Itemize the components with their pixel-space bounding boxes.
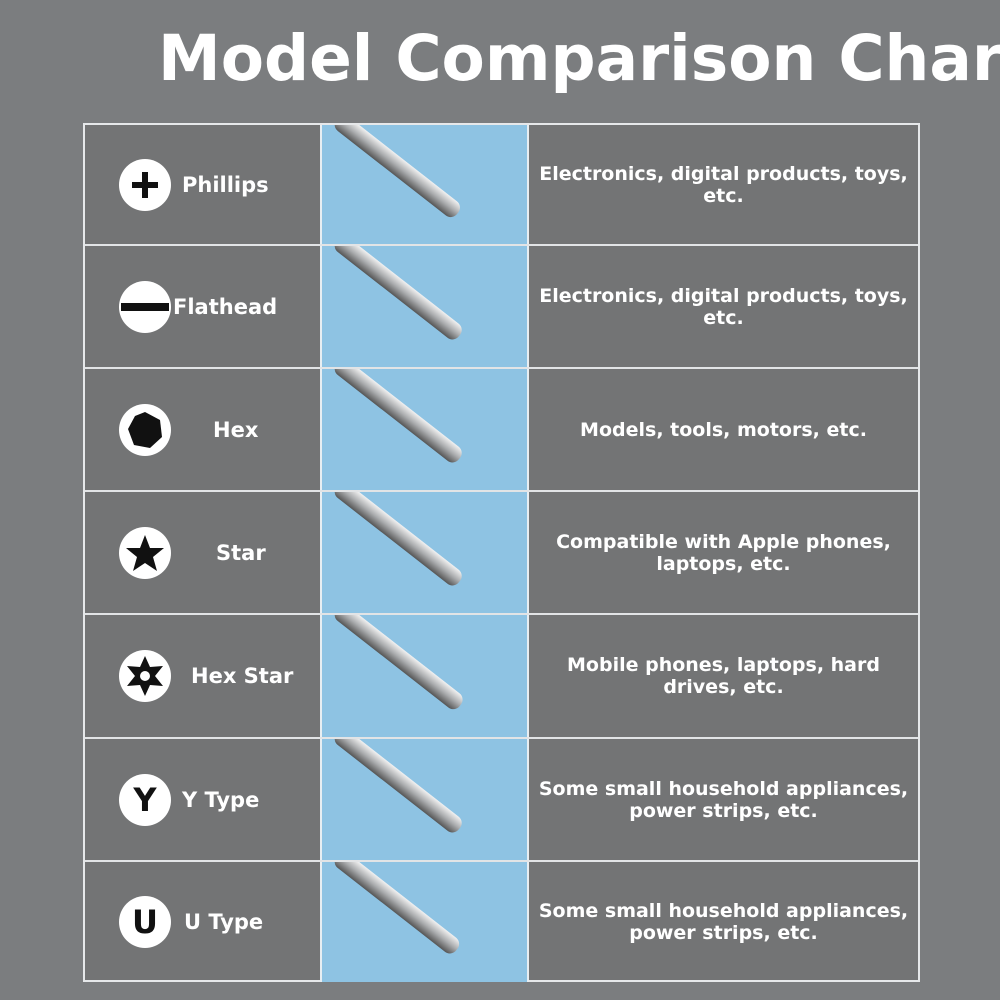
type-name: Flathead bbox=[173, 294, 278, 319]
bit-image bbox=[320, 862, 529, 982]
type-cell: Y Y Type bbox=[85, 739, 320, 860]
type-name: Hex Star bbox=[191, 664, 294, 688]
type-cell: Star bbox=[85, 492, 320, 613]
usage-description: Electronics, digital products, toys, etc… bbox=[539, 162, 908, 207]
type-cell: Flathead bbox=[85, 246, 320, 367]
hex-star-icon bbox=[119, 650, 171, 702]
table-row: Phillips Electronics, digital products, t… bbox=[85, 125, 918, 246]
y-letter-icon: Y bbox=[119, 773, 171, 826]
star-icon bbox=[119, 526, 171, 579]
screwdriver-bit-image bbox=[334, 739, 462, 833]
usage-description: Compatible with Apple phones, laptops, e… bbox=[556, 530, 891, 575]
table-row: U U Type Some small household appliances, … bbox=[85, 862, 918, 982]
table-row: Hex Star Mobile phones, laptops, hard dri… bbox=[85, 615, 918, 739]
bit-image bbox=[320, 125, 529, 244]
u-letter-icon: U bbox=[119, 896, 171, 948]
screwdriver-bit-image bbox=[334, 862, 460, 954]
screwdriver-bit-image bbox=[334, 369, 462, 463]
type-name: U Type bbox=[184, 910, 264, 934]
type-cell: Hex bbox=[85, 369, 320, 490]
type-name: Hex bbox=[213, 417, 259, 442]
screwdriver-bit-image bbox=[334, 492, 462, 586]
usage-description: Models, tools, motors, etc. bbox=[580, 418, 867, 441]
type-name: Y Type bbox=[182, 787, 260, 812]
table-row: Flathead Electronics, digital products, t… bbox=[85, 246, 918, 369]
type-cell: Hex Star bbox=[85, 615, 320, 737]
bit-image bbox=[320, 615, 529, 737]
screwdriver-bit-image bbox=[334, 125, 460, 218]
icon-letter: U bbox=[132, 903, 158, 941]
bit-image bbox=[320, 246, 529, 367]
icon-letter: Y bbox=[133, 780, 157, 819]
type-cell: U U Type bbox=[85, 862, 320, 982]
type-cell: Phillips bbox=[85, 125, 320, 244]
table-row: Y Y Type Some small household appliances, … bbox=[85, 739, 918, 862]
usage-description: Some small household appliances, power s… bbox=[538, 777, 909, 822]
minus-icon bbox=[119, 280, 171, 333]
hexagon-icon bbox=[119, 403, 171, 456]
bit-image bbox=[320, 492, 529, 613]
plus-icon bbox=[119, 158, 171, 211]
usage-description: Some small household appliances, power s… bbox=[538, 900, 909, 944]
usage-description: Electronics, digital products, toys, etc… bbox=[539, 284, 908, 329]
type-name: Phillips bbox=[182, 172, 269, 197]
table-row: Star Compatible with Apple phones, laptop… bbox=[85, 492, 918, 615]
bit-image bbox=[320, 369, 529, 490]
comparison-table: Phillips Electronics, digital products, t… bbox=[83, 123, 920, 982]
screwdriver-bit-image bbox=[334, 246, 462, 340]
page-title: Model Comparison Chart bbox=[158, 22, 1000, 95]
table-row: Hex Models, tools, motors, etc. bbox=[85, 369, 918, 492]
type-name: Star bbox=[216, 540, 266, 565]
bit-image bbox=[320, 739, 529, 860]
usage-description: Mobile phones, laptops, hard drives, etc… bbox=[567, 654, 880, 698]
screwdriver-bit-image bbox=[334, 615, 463, 710]
